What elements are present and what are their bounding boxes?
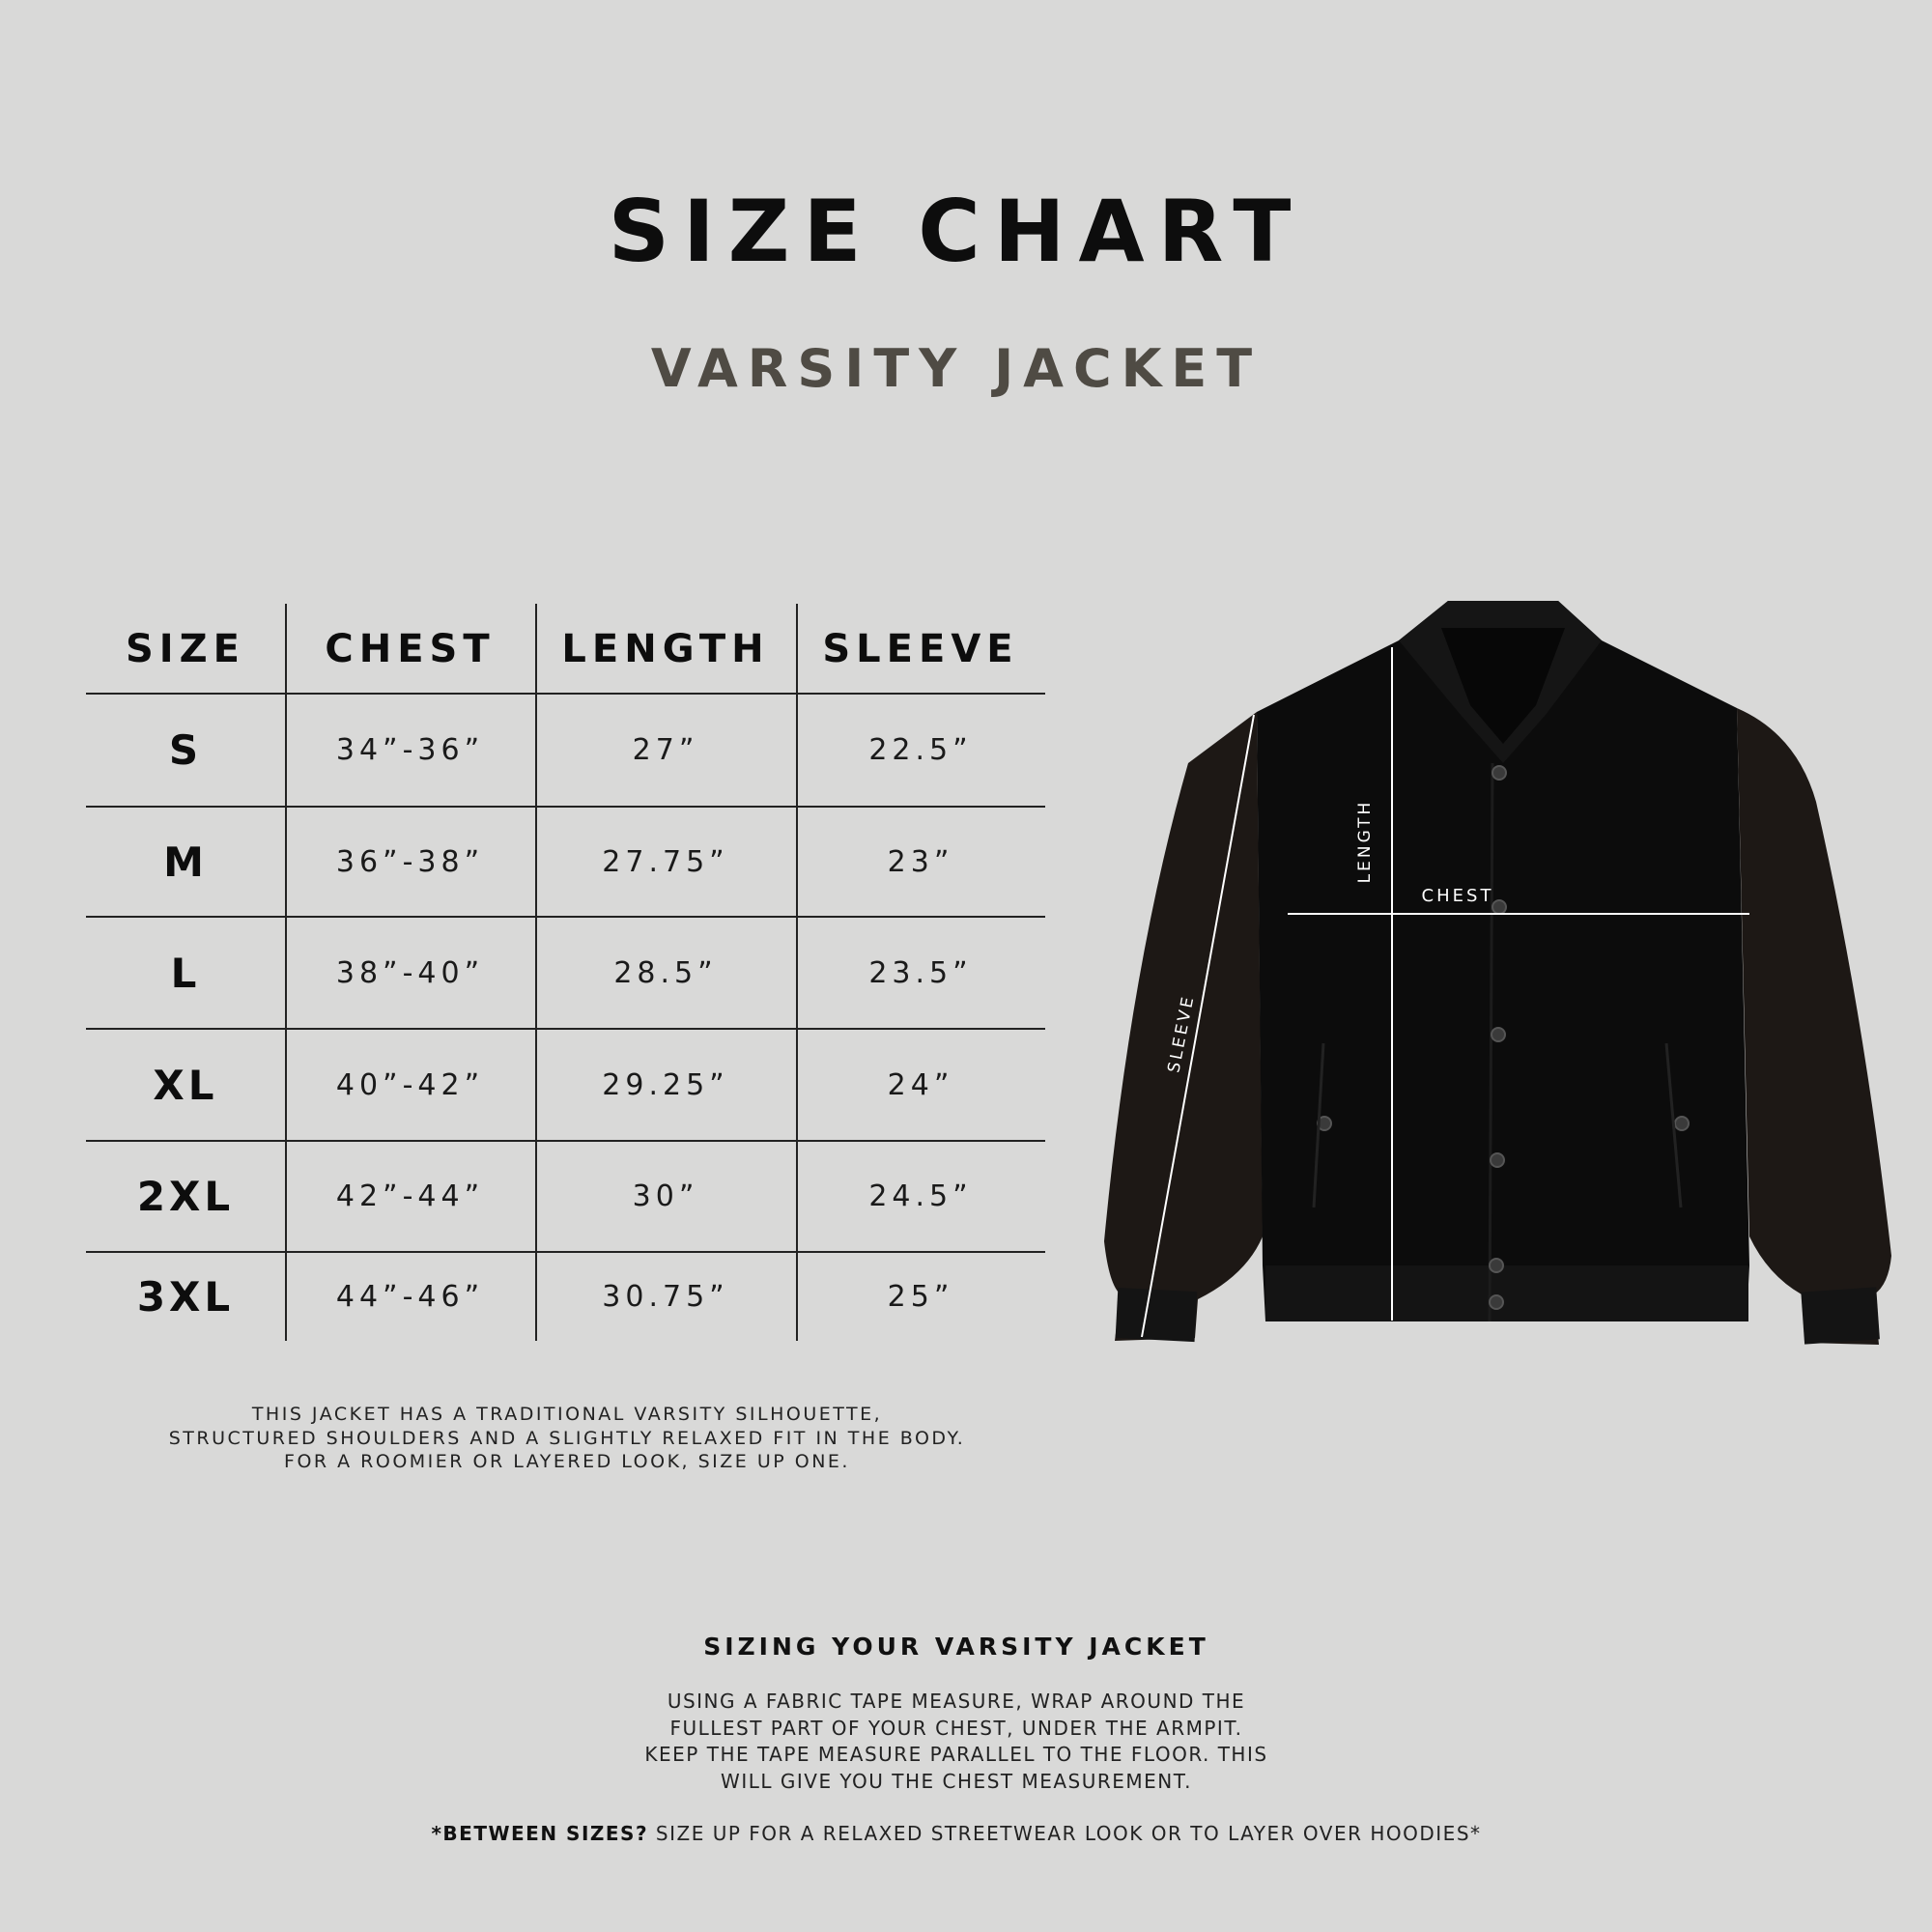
row-divider [86, 1251, 1045, 1253]
between-sizes-text: SIZE UP FOR A RELAXED STREETWEAR LOOK OR… [648, 1822, 1482, 1845]
table-cell: 28.5” [613, 955, 718, 990]
between-sizes-bold: *BETWEEN SIZES? [431, 1822, 649, 1845]
fit-note: THIS JACKET HAS A TRADITIONAL VARSITY SI… [84, 1403, 1050, 1474]
jacket-body [1257, 601, 1749, 1321]
fit-note-line: FOR A ROOMIER OR LAYERED LOOK, SIZE UP O… [284, 1451, 850, 1472]
right-pocket [1664, 1042, 1683, 1208]
table-cell: 24.5” [868, 1179, 973, 1213]
fit-note-line: THIS JACKET HAS A TRADITIONAL VARSITY SI… [251, 1404, 883, 1425]
size-label: M [163, 838, 208, 886]
column-header: CHEST [325, 626, 496, 671]
table-cell: 27.75” [602, 844, 729, 879]
sizing-guide-line: WILL GIVE YOU THE CHEST MEASUREMENT. [721, 1769, 1192, 1793]
placket-seam [1488, 762, 1494, 1322]
column-divider [285, 604, 287, 1341]
size-label: 3XL [136, 1272, 235, 1321]
sizing-guide-title: SIZING YOUR VARSITY JACKET [703, 1633, 1209, 1661]
sizing-guide-line: FULLEST PART OF YOUR CHEST, UNDER THE AR… [669, 1716, 1243, 1740]
sizing-guide-line: KEEP THE TAPE MEASURE PARALLEL TO THE FL… [644, 1743, 1268, 1766]
sleeve-measure-line [1141, 714, 1255, 1338]
chest-label: CHEST [1422, 886, 1494, 906]
fit-note-line: STRUCTURED SHOULDERS AND A SLIGHTLY RELA… [168, 1427, 966, 1449]
table-cell: 25” [887, 1279, 954, 1314]
row-divider [86, 1140, 1045, 1142]
table-cell: 30.75” [602, 1279, 729, 1314]
length-label: LENGTH [1355, 800, 1375, 884]
button-icon [1489, 1258, 1504, 1273]
column-header: LENGTH [561, 626, 770, 671]
button-icon [1492, 899, 1507, 915]
table-cell: 38”-40” [335, 955, 485, 990]
page-title: SIZE CHART [608, 182, 1305, 281]
table-cell: 30” [632, 1179, 699, 1213]
size-label: S [168, 726, 203, 774]
column-header: SLEEVE [822, 626, 1019, 671]
left-pocket [1312, 1042, 1325, 1208]
between-sizes-note: *BETWEEN SIZES? SIZE UP FOR A RELAXED ST… [0, 1822, 1913, 1845]
row-divider [86, 806, 1045, 808]
table-cell: 44”-46” [335, 1279, 485, 1314]
table-cell: 22.5” [868, 733, 973, 767]
row-divider [86, 916, 1045, 918]
button-icon [1492, 765, 1507, 781]
hem-rib [1265, 1265, 1748, 1321]
size-label: XL [153, 1061, 218, 1109]
left-cuff [1115, 1287, 1198, 1343]
column-divider [796, 604, 798, 1341]
row-divider [86, 693, 1045, 695]
collar-inner [1441, 628, 1565, 744]
row-divider [86, 1028, 1045, 1030]
table-cell: 40”-42” [335, 1067, 485, 1102]
right-cuff [1801, 1287, 1880, 1345]
button-icon [1489, 1294, 1504, 1310]
table-cell: 23.5” [868, 955, 973, 990]
size-table: SIZE CHEST LENGTH SLEEVE S 34”-36” 27” 22.5” M 36… [86, 604, 1045, 1341]
size-label: L [170, 949, 201, 997]
column-header: SIZE [125, 626, 246, 671]
sizing-guide-line: USING A FABRIC TAPE MEASURE, WRAP AROUND… [667, 1690, 1246, 1713]
button-icon [1491, 1027, 1506, 1042]
pocket-button-icon [1674, 1116, 1690, 1131]
product-subtitle: VARSITY JACKET [650, 338, 1263, 399]
table-cell: 23” [887, 844, 954, 879]
size-label: 2XL [136, 1173, 235, 1220]
table-cell: 42”-44” [335, 1179, 485, 1213]
button-icon [1490, 1152, 1505, 1168]
table-cell: 24” [887, 1067, 954, 1102]
jacket-illustration [1104, 601, 1891, 1345]
table-cell: 27” [632, 733, 699, 767]
left-sleeve [1104, 712, 1263, 1341]
table-cell: 36”-38” [335, 844, 485, 879]
column-divider [535, 604, 537, 1341]
right-sleeve [1737, 708, 1891, 1345]
sizing-guide-body: USING A FABRIC TAPE MEASURE, WRAP AROUND… [0, 1689, 1913, 1795]
table-cell: 34”-36” [335, 733, 485, 767]
table-cell: 29.25” [602, 1067, 729, 1102]
